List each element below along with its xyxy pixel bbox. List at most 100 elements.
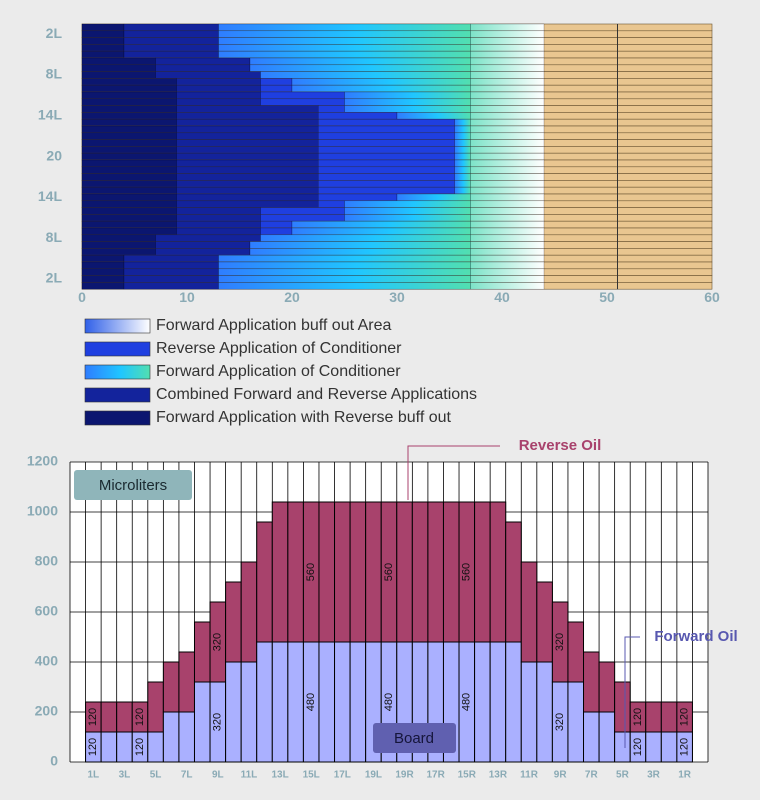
y-tick-label: 8L <box>46 229 63 245</box>
legend-swatch <box>84 318 151 334</box>
bar-segment <box>505 521 522 643</box>
data-label: 560 <box>383 563 395 581</box>
bar-segment <box>470 152 545 161</box>
bar-segment <box>454 152 471 161</box>
bar-segment <box>411 501 429 643</box>
bar-segment <box>470 132 545 140</box>
bar-segment <box>155 241 251 249</box>
bar-segment <box>344 98 471 106</box>
bar-segment <box>470 30 545 38</box>
bar-segment <box>470 200 545 208</box>
bar-segment <box>470 227 545 236</box>
bar-segment <box>470 118 545 127</box>
y-tick-label: 8L <box>46 66 63 82</box>
bar-segment <box>470 64 545 72</box>
bar-segment <box>470 268 545 276</box>
bar-segment <box>318 186 455 195</box>
callout-line <box>624 636 640 748</box>
bar-segment <box>474 501 491 643</box>
bar-segment <box>470 234 545 242</box>
bar-segment <box>318 173 455 181</box>
bar-segment <box>287 501 304 643</box>
bar-segment <box>123 254 219 263</box>
bar-segment <box>349 641 367 763</box>
bar-segment <box>614 731 631 763</box>
x-tick-label: 13R <box>489 770 508 781</box>
bar-segment <box>260 84 293 93</box>
bar-segment <box>396 501 413 643</box>
data-label: 560 <box>461 563 473 581</box>
bar-segment <box>147 681 164 733</box>
bar-segment <box>260 78 293 86</box>
bar-segment <box>218 275 471 283</box>
bar-segment <box>249 241 471 249</box>
x-tick-label: 11R <box>520 770 539 781</box>
bar-segment <box>396 193 471 202</box>
data-label: 480 <box>461 693 473 711</box>
bar-segment <box>81 30 125 38</box>
bar-segment <box>81 112 177 120</box>
callouts: Reverse Oil Forward Oil Microliters Boar… <box>74 437 738 753</box>
bar-segment <box>318 112 398 120</box>
bar-segment <box>81 282 125 290</box>
bar-segment <box>176 78 261 86</box>
bar-segment <box>225 661 242 763</box>
y-tick-label: 2L <box>46 270 63 286</box>
bar-segment <box>365 501 382 643</box>
bar-segment <box>536 581 553 663</box>
bar-segment <box>287 641 304 763</box>
legend-label: Forward Application of Conditioner <box>156 363 401 380</box>
bar-segment <box>81 146 177 154</box>
data-label: 120 <box>632 708 644 726</box>
bar-segment <box>81 186 177 195</box>
legend-swatch <box>84 364 151 380</box>
legend-swatch <box>84 387 151 403</box>
bar-segment <box>155 248 251 256</box>
bar-segment <box>442 501 460 643</box>
bar-segment <box>123 30 219 38</box>
data-label: 120 <box>87 738 99 756</box>
bar-segment <box>520 561 538 663</box>
bar-segment <box>660 701 678 733</box>
bar-segment <box>349 501 367 643</box>
bar-segment <box>470 44 545 52</box>
bar-segment <box>454 118 471 127</box>
bar-segment <box>147 731 164 763</box>
x-tick-label: 60 <box>704 289 720 305</box>
bar-segment <box>474 641 491 763</box>
bar-segment <box>318 125 455 134</box>
x-tick-label: 0 <box>78 289 86 305</box>
bar-segment <box>344 214 471 222</box>
bar-segment <box>240 661 258 763</box>
x-tick-label: 15L <box>303 770 320 781</box>
bar-segment <box>470 180 545 188</box>
bar-segment <box>81 23 125 32</box>
bar-segment <box>344 200 471 208</box>
bar-segment <box>176 193 319 202</box>
x-tick-label: 20 <box>284 289 300 305</box>
x-tick-label: 9L <box>212 770 224 781</box>
bar-segment <box>318 118 455 127</box>
data-label: 320 <box>554 633 566 651</box>
y-tick-label: 14L <box>38 107 63 123</box>
x-tick-label: 17R <box>427 770 446 781</box>
bar-segment <box>176 207 261 215</box>
series-callout: Reverse Oil <box>519 437 602 454</box>
bar-segment <box>271 501 289 643</box>
data-label: 480 <box>383 693 395 711</box>
bar-segment <box>155 57 251 66</box>
bar-segment <box>155 71 261 79</box>
legend-label: Forward Application buff out Area <box>156 317 392 334</box>
bar-segment <box>470 193 545 202</box>
y-axis-label: Microliters <box>99 477 167 494</box>
data-label: 560 <box>305 563 317 581</box>
bar-segment <box>81 139 177 147</box>
bar-segment <box>176 91 261 100</box>
bar-segment <box>470 186 545 195</box>
bar-segment <box>470 78 545 86</box>
legend-label: Reverse Application of Conditioner <box>156 340 402 357</box>
bar-segment <box>176 180 319 188</box>
data-label: 320 <box>212 633 224 651</box>
y-tick-label: 600 <box>35 603 59 619</box>
x-tick-label: 1L <box>88 770 100 781</box>
